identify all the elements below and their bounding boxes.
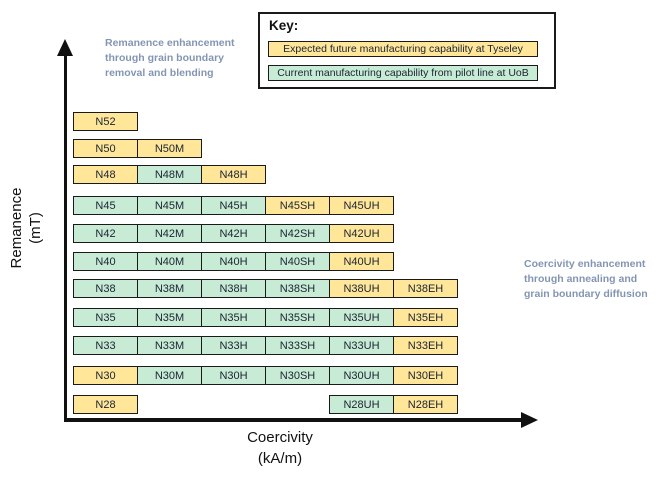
grade-cell-n30eh: N30EH (393, 366, 458, 385)
x-axis-line (64, 418, 522, 422)
x-axis-arrow-icon (521, 412, 538, 428)
grade-cell-n33: N33 (73, 336, 138, 355)
legend-title: Key: (269, 18, 299, 33)
annotation-left-line3: removal and blending (105, 67, 214, 79)
grade-cell-n40uh: N40UH (329, 252, 394, 271)
annotation-right-line2: through annealing and (524, 273, 638, 285)
legend-item-current-uob: Current manufacturing capability from pi… (268, 65, 538, 81)
grade-cell-n48: N48 (73, 165, 138, 184)
grade-cell-n35h: N35H (201, 308, 266, 327)
grade-cell-n40sh: N40SH (265, 252, 330, 271)
grade-cell-n33m: N33M (137, 336, 202, 355)
y-axis-label-line1: Remanence (8, 187, 25, 269)
grade-cell-n50m: N50M (137, 139, 202, 158)
grade-cell-n38h: N38H (201, 279, 266, 298)
grade-cell-n38m: N38M (137, 279, 202, 298)
annotation-left-line1: Remanence enhancement (105, 37, 235, 49)
grade-cell-n33eh: N33EH (393, 336, 458, 355)
grade-cell-n35eh: N35EH (393, 308, 458, 327)
grade-cell-n33h: N33H (201, 336, 266, 355)
grade-cell-n40: N40 (73, 252, 138, 271)
grade-cell-n33uh: N33UH (329, 336, 394, 355)
x-axis-label: Coercivity (kA/m) (190, 427, 370, 469)
grade-cell-n42sh: N42SH (265, 224, 330, 243)
grade-cell-n50: N50 (73, 139, 138, 158)
grade-cell-n38: N38 (73, 279, 138, 298)
grade-cell-n38sh: N38SH (265, 279, 330, 298)
grade-cell-n45uh: N45UH (329, 196, 394, 215)
annotation-left-line2: through grain boundary (105, 52, 224, 64)
y-axis-label: Remanence (mT) (7, 148, 47, 308)
grade-cell-n35: N35 (73, 308, 138, 327)
y-axis-label-line2: (mT) (27, 212, 44, 244)
annotation-right-line1: Coercivity enhancement (524, 258, 646, 270)
y-axis-arrow-icon (57, 39, 73, 56)
grade-cell-n45m: N45M (137, 196, 202, 215)
x-axis-label-line1: Coercivity (247, 429, 313, 446)
grade-cell-n28uh: N28UH (329, 395, 394, 414)
grade-cell-n38uh: N38UH (329, 279, 394, 298)
grade-cell-n48h: N48H (201, 165, 266, 184)
annotation-right-line3: grain boundary diffusion (524, 288, 648, 300)
grade-cell-n48m: N48M (137, 165, 202, 184)
remanence-enhancement-annotation: Remanence enhancement through grain boun… (105, 36, 250, 81)
grade-cell-n33sh: N33SH (265, 336, 330, 355)
grade-cell-n42m: N42M (137, 224, 202, 243)
x-axis-label-line2: (kA/m) (257, 450, 303, 467)
grade-cell-n42uh: N42UH (329, 224, 394, 243)
grade-cell-n28: N28 (73, 395, 138, 414)
grade-cell-n35m: N35M (137, 308, 202, 327)
legend-item-future-tyseley: Expected future manufacturing capability… (268, 41, 538, 57)
grade-cell-n30h: N30H (201, 366, 266, 385)
grade-cell-n40m: N40M (137, 252, 202, 271)
grade-cell-n30m: N30M (137, 366, 202, 385)
y-axis-line (64, 54, 67, 422)
grade-cell-n38eh: N38EH (393, 279, 458, 298)
grade-cell-n45: N45 (73, 196, 138, 215)
grade-cell-n40h: N40H (201, 252, 266, 271)
grade-cell-n45sh: N45SH (265, 196, 330, 215)
grade-cell-n42h: N42H (201, 224, 266, 243)
grade-cell-n52: N52 (73, 112, 138, 131)
coercivity-enhancement-annotation: Coercivity enhancement through annealing… (524, 257, 662, 302)
grade-cell-n30uh: N30UH (329, 366, 394, 385)
grade-cell-n45h: N45H (201, 196, 266, 215)
legend-key-box: Key: Expected future manufacturing capab… (258, 12, 556, 89)
grade-cell-n28eh: N28EH (393, 395, 458, 414)
grade-cell-n35sh: N35SH (265, 308, 330, 327)
grade-cell-n30sh: N30SH (265, 366, 330, 385)
grade-cell-n42: N42 (73, 224, 138, 243)
grade-cell-n30: N30 (73, 366, 138, 385)
grade-cell-n35uh: N35UH (329, 308, 394, 327)
